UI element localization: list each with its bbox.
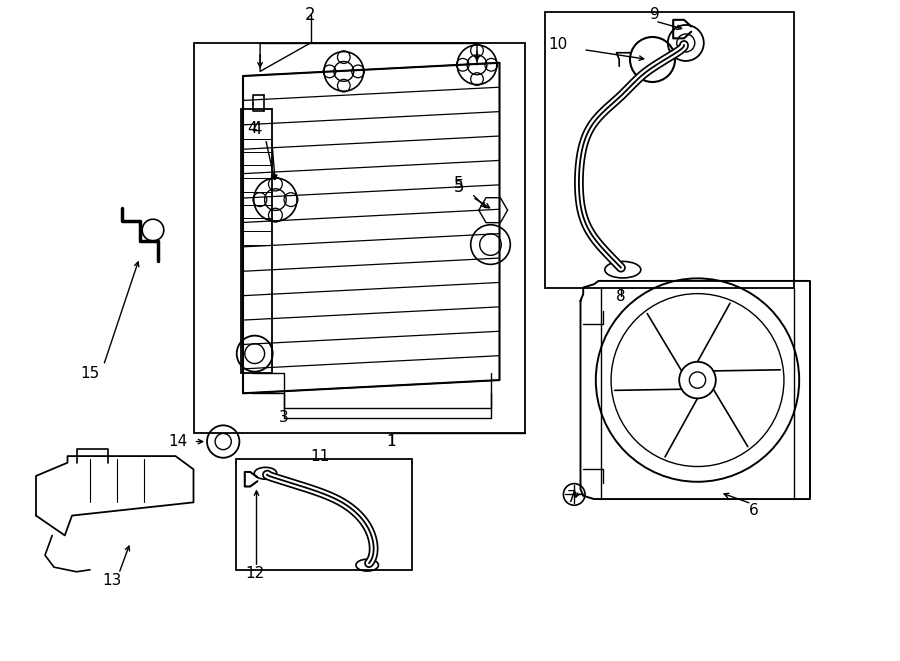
Text: 15: 15 xyxy=(80,366,100,381)
Text: 5: 5 xyxy=(454,176,464,191)
Text: 10: 10 xyxy=(548,38,568,52)
Text: 13: 13 xyxy=(103,573,122,588)
Bar xyxy=(236,459,412,570)
Text: 4: 4 xyxy=(251,120,262,138)
Text: 12: 12 xyxy=(245,566,265,581)
Text: 7: 7 xyxy=(567,490,576,504)
Bar xyxy=(194,43,525,433)
Text: 1: 1 xyxy=(387,434,396,449)
Text: 5: 5 xyxy=(454,178,464,196)
Text: 14: 14 xyxy=(168,434,188,449)
Bar xyxy=(241,109,272,373)
Text: 2: 2 xyxy=(305,5,316,24)
Text: 3: 3 xyxy=(279,410,288,425)
Text: 8: 8 xyxy=(616,289,625,303)
Text: 6: 6 xyxy=(750,503,759,518)
Text: 4: 4 xyxy=(248,122,256,136)
Text: 11: 11 xyxy=(310,449,329,463)
Bar xyxy=(544,12,794,288)
Text: 9: 9 xyxy=(651,7,660,22)
